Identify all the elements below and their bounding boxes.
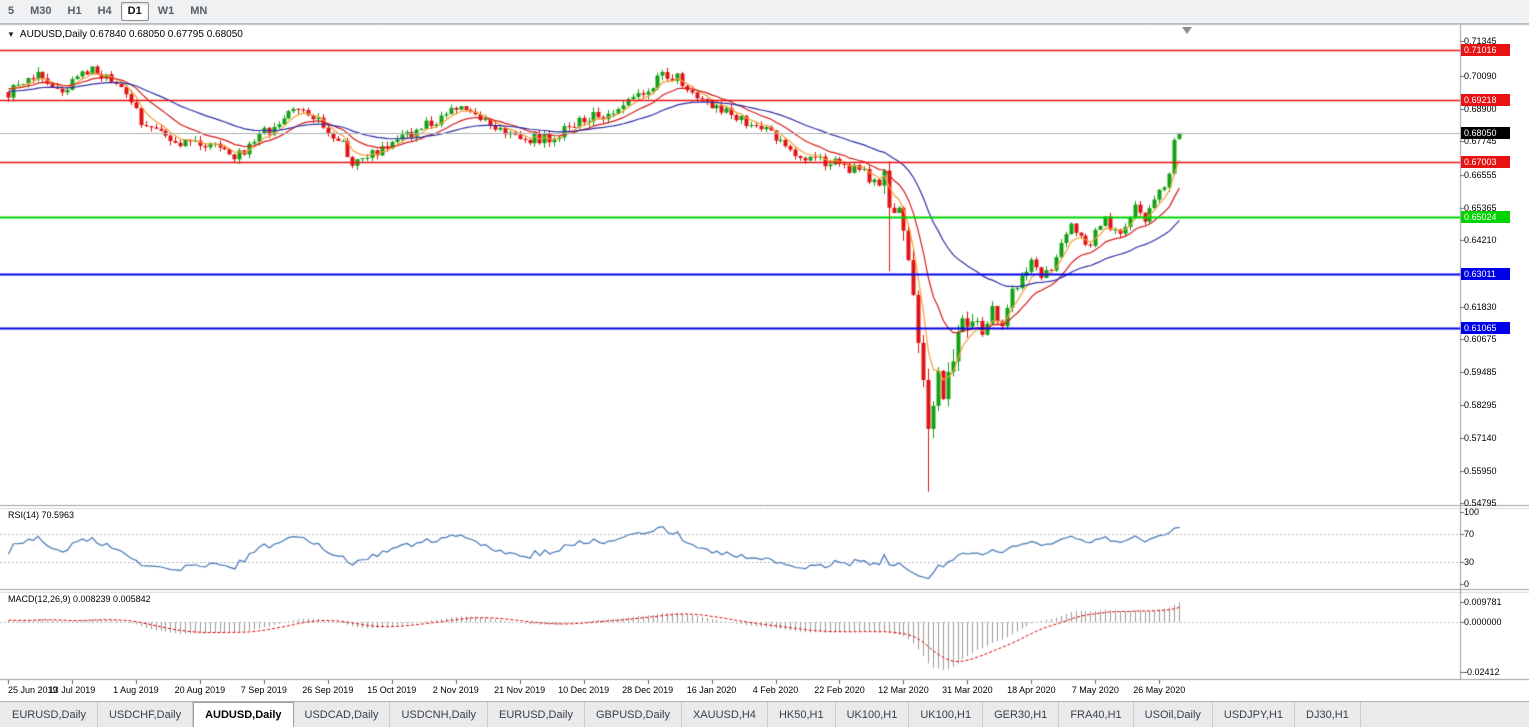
chart-tab-ger30-h1[interactable]: GER30,H1	[983, 702, 1060, 727]
chart-tab-gbpusd-daily[interactable]: GBPUSD,Daily	[585, 702, 682, 727]
chart-tab-usdcnh-daily[interactable]: USDCNH,Daily	[390, 702, 489, 727]
chart-tab-usoil-daily[interactable]: USOil,Daily	[1134, 702, 1213, 727]
chart-tab-dj30-h1[interactable]: DJ30,H1	[1295, 702, 1361, 727]
rsi-indicator-header: RSI(14) 70.5963	[8, 510, 75, 520]
chart-tab-uk100-h1[interactable]: UK100,H1	[909, 702, 984, 727]
chart-tab-hk50-h1[interactable]: HK50,H1	[768, 702, 836, 727]
chart-tabs-bar[interactable]: EURUSD,Daily USDCHF,Daily AUDUSD,Daily USDC…	[0, 701, 1529, 727]
chart-title: ▼ AUDUSD,Daily 0.67840 0.68050 0.67795 0…	[7, 29, 243, 40]
chart-tab-usdcad-daily[interactable]: USDCAD,Daily	[294, 702, 391, 727]
chart-shift-marker-icon[interactable]	[1182, 27, 1192, 34]
chart-tab-eurusd-daily[interactable]: EURUSD,Daily	[1, 702, 98, 727]
chart-tab-usdjpy-h1[interactable]: USDJPY,H1	[1213, 702, 1296, 727]
chart-tab-usdchf-daily[interactable]: USDCHF,Daily	[98, 702, 194, 727]
chart-tab-xauusd-h4[interactable]: XAUUSD,H4	[682, 702, 768, 727]
chart-tab-eurusd-daily[interactable]: EURUSD,Daily	[488, 702, 585, 727]
chart-tab-fra40-h1[interactable]: FRA40,H1	[1059, 702, 1134, 727]
macd-indicator-header: MACD(12,26,9) 0.008239 0.005842	[8, 594, 151, 604]
chart-tab-audusd-daily[interactable]: AUDUSD,Daily	[193, 702, 294, 727]
chevron-down-icon[interactable]: ▼	[7, 29, 15, 39]
chart-ohlc-text: AUDUSD,Daily 0.67840 0.68050 0.67795 0.6…	[19, 29, 243, 40]
chart-tab-uk100-h1[interactable]: UK100,H1	[836, 702, 910, 727]
